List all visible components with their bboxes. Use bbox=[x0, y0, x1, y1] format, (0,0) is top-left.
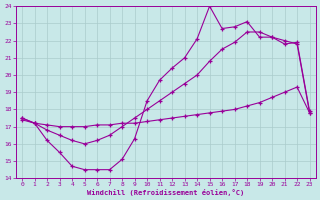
X-axis label: Windchill (Refroidissement éolien,°C): Windchill (Refroidissement éolien,°C) bbox=[87, 189, 244, 196]
